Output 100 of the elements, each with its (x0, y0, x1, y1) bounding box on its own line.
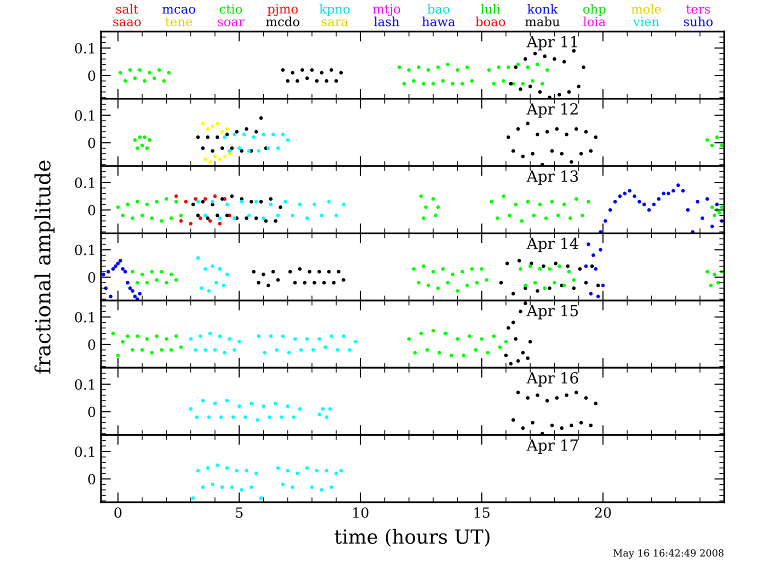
point (208, 219, 212, 223)
point (601, 284, 605, 288)
point (243, 415, 248, 420)
point (308, 270, 312, 274)
point (262, 132, 266, 136)
point (133, 294, 137, 298)
y-tick-label: 0 (88, 138, 96, 148)
point (545, 68, 550, 72)
point (196, 135, 200, 140)
point (536, 393, 540, 398)
point (628, 188, 632, 193)
point (250, 402, 254, 406)
point (296, 79, 300, 83)
point (576, 84, 581, 88)
point (324, 79, 328, 83)
point (550, 200, 554, 204)
point (591, 253, 596, 258)
legend-label: bao (427, 4, 450, 14)
point (287, 350, 291, 355)
point (196, 468, 200, 473)
point (613, 200, 617, 204)
point (589, 424, 593, 428)
point (179, 214, 183, 218)
point (230, 146, 234, 150)
point (174, 278, 178, 282)
point (578, 267, 582, 271)
point (266, 284, 270, 288)
point (256, 334, 260, 338)
point (174, 334, 178, 338)
point (652, 202, 656, 206)
point (126, 202, 130, 206)
point (444, 332, 448, 336)
point (314, 79, 319, 83)
point (216, 214, 220, 218)
point (334, 79, 338, 83)
point (436, 286, 440, 290)
point (718, 210, 722, 215)
point (574, 390, 578, 394)
point (266, 146, 270, 150)
point (526, 122, 530, 126)
point (259, 496, 263, 500)
point (542, 286, 547, 290)
point (210, 200, 214, 204)
point (486, 350, 490, 355)
point (530, 152, 534, 156)
point (237, 340, 242, 344)
point (516, 359, 520, 363)
point (298, 202, 302, 206)
point (484, 278, 488, 282)
point (342, 278, 346, 282)
point (116, 262, 120, 266)
point (705, 270, 710, 274)
legend-label: lash (374, 16, 400, 26)
y-tick-label: 0.1 (74, 379, 94, 390)
point (150, 216, 154, 220)
point (162, 79, 166, 83)
point (140, 348, 144, 352)
point (280, 415, 284, 420)
point (201, 485, 205, 489)
point (596, 294, 600, 298)
point (480, 337, 484, 341)
point (496, 65, 501, 70)
legend-label: loia (583, 16, 606, 26)
point (252, 270, 256, 274)
point (320, 214, 324, 218)
point (286, 404, 290, 408)
point (210, 149, 214, 153)
point (517, 258, 522, 263)
point (584, 396, 588, 400)
point (552, 57, 556, 61)
point (436, 205, 440, 210)
point (656, 197, 661, 201)
point (276, 214, 280, 218)
legend-label: mole (631, 4, 662, 14)
point (276, 146, 280, 150)
point (213, 194, 217, 198)
point (194, 197, 198, 201)
point (154, 200, 159, 204)
point (230, 194, 234, 198)
point (194, 415, 199, 420)
point (169, 216, 174, 220)
point (274, 348, 279, 352)
point (502, 194, 506, 198)
point (686, 208, 690, 212)
point (524, 57, 528, 61)
point (710, 144, 714, 148)
point (198, 334, 202, 338)
point (508, 214, 512, 218)
point (506, 135, 510, 140)
point (179, 219, 183, 223)
point (584, 130, 588, 134)
point (320, 70, 324, 75)
point (336, 270, 340, 274)
point (152, 76, 156, 80)
point (283, 200, 288, 204)
point (533, 52, 537, 56)
x-tick-label: 15 (474, 507, 490, 518)
point (412, 267, 416, 271)
point (200, 286, 204, 290)
point (492, 334, 496, 338)
